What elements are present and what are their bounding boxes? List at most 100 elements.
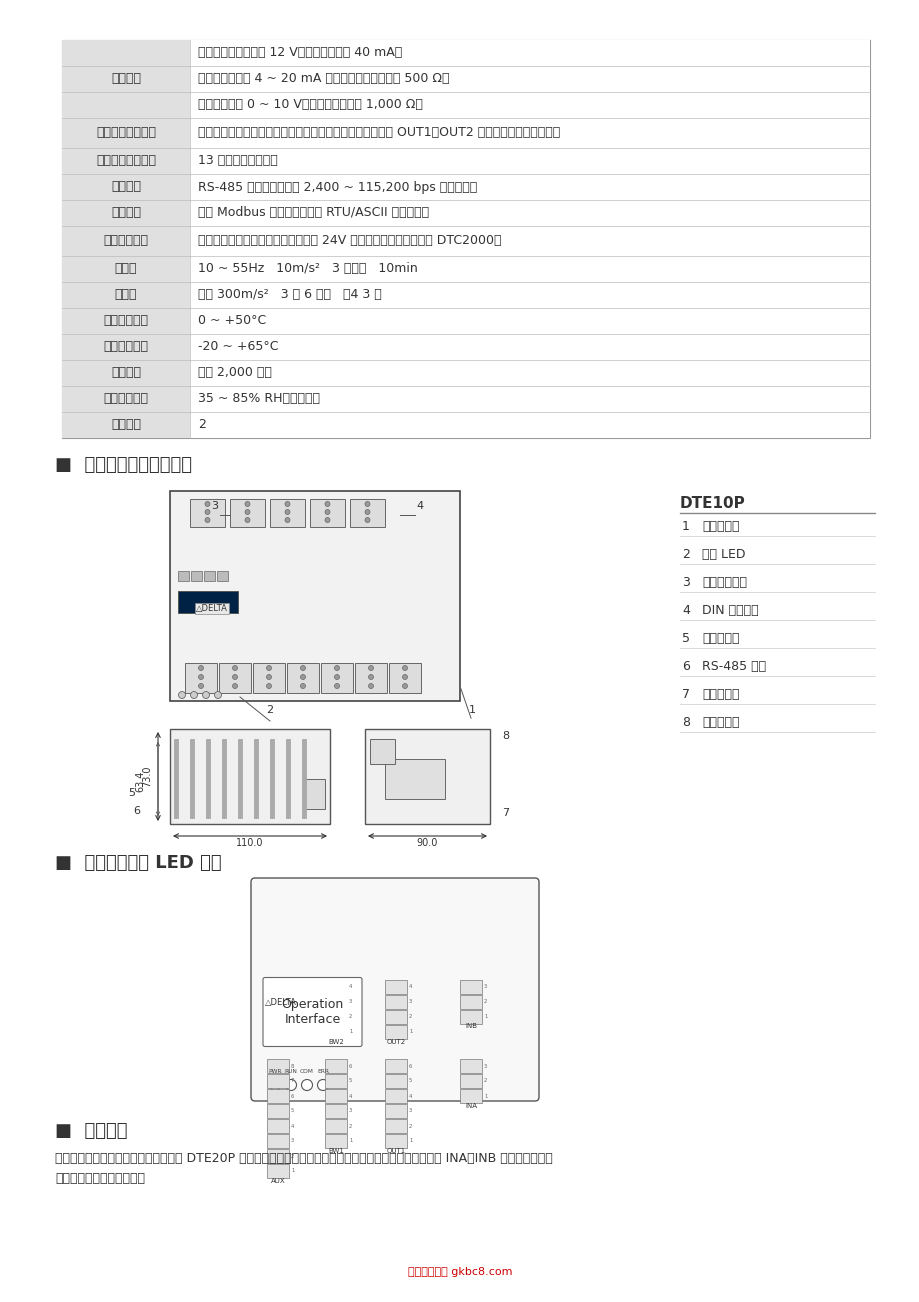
Bar xyxy=(230,499,265,527)
Text: （选购）: （选购） xyxy=(111,73,141,86)
Bar xyxy=(324,995,346,1009)
Bar xyxy=(267,1059,289,1073)
Circle shape xyxy=(369,684,373,689)
Text: 扩展连接功能: 扩展连接功能 xyxy=(103,234,148,247)
Bar xyxy=(267,1164,289,1178)
Bar xyxy=(324,979,346,993)
Bar xyxy=(384,1074,406,1088)
Bar xyxy=(190,118,869,148)
Text: 8: 8 xyxy=(681,716,689,729)
Text: 5: 5 xyxy=(681,631,689,644)
Circle shape xyxy=(369,674,373,680)
Text: 4: 4 xyxy=(348,1094,352,1099)
Text: 2: 2 xyxy=(198,418,206,431)
Bar xyxy=(62,227,190,256)
Text: 5: 5 xyxy=(409,1078,412,1083)
Bar xyxy=(190,411,869,437)
Bar xyxy=(369,740,394,764)
Text: 通讯功能: 通讯功能 xyxy=(111,181,141,194)
Circle shape xyxy=(214,691,221,698)
Text: 提供扩展连接端子，可经由端子传递 24V 电源及通讯信号至扩展机 DTC2000。: 提供扩展连接端子，可经由端子传递 24V 电源及通讯信号至扩展机 DTC2000… xyxy=(198,234,501,247)
Text: INB: INB xyxy=(464,1023,476,1030)
Text: 扩展固定件: 扩展固定件 xyxy=(701,687,739,700)
Bar xyxy=(324,1025,346,1039)
Text: 2: 2 xyxy=(409,1124,412,1129)
Circle shape xyxy=(301,1079,312,1091)
Circle shape xyxy=(267,665,271,671)
Circle shape xyxy=(317,1079,328,1091)
Circle shape xyxy=(205,517,210,522)
Circle shape xyxy=(301,674,305,680)
Bar xyxy=(384,1134,406,1148)
Bar xyxy=(190,256,869,283)
Bar xyxy=(384,1009,406,1023)
Text: 90.0: 90.0 xyxy=(416,838,437,848)
Bar xyxy=(177,591,238,613)
FancyBboxPatch shape xyxy=(251,878,539,1101)
Bar xyxy=(190,309,869,335)
Circle shape xyxy=(205,509,210,514)
Bar xyxy=(62,66,190,92)
Bar xyxy=(62,283,190,309)
Text: ERR: ERR xyxy=(317,1069,329,1074)
Text: 4: 4 xyxy=(681,604,689,617)
Text: 7: 7 xyxy=(681,687,689,700)
Text: 工控编程世界 gkbc8.com: 工控编程世界 gkbc8.com xyxy=(407,1267,512,1277)
Bar xyxy=(185,663,217,693)
Bar xyxy=(365,729,490,824)
Text: 警报功能（选购）: 警报功能（选购） xyxy=(96,155,156,168)
Text: △DELTA: △DELTA xyxy=(196,604,228,613)
Bar xyxy=(460,1088,482,1103)
FancyBboxPatch shape xyxy=(263,978,361,1047)
Text: 3: 3 xyxy=(290,1138,294,1143)
Bar xyxy=(324,1134,346,1148)
Bar xyxy=(267,1104,289,1118)
Text: DTE10P: DTE10P xyxy=(679,496,745,510)
Text: 6: 6 xyxy=(681,660,689,673)
Circle shape xyxy=(244,501,250,506)
Bar xyxy=(324,1104,346,1118)
Text: BW1: BW1 xyxy=(328,1148,344,1154)
Circle shape xyxy=(403,665,407,671)
Text: 状态 LED: 状态 LED xyxy=(701,548,744,561)
Text: 1: 1 xyxy=(348,1029,352,1034)
Bar xyxy=(324,1118,346,1133)
Text: 1: 1 xyxy=(290,1168,294,1173)
Text: 可选择控制输出、警报输出或比例输出（比例输出只适用于 OUT1、OUT2 为线性电压、电流输出）: 可选择控制输出、警报输出或比例输出（比例输出只适用于 OUT1、OUT2 为线性… xyxy=(198,126,560,139)
Text: 6: 6 xyxy=(348,1064,352,1069)
Text: 1: 1 xyxy=(483,1014,487,1019)
Bar xyxy=(324,1009,346,1023)
Bar xyxy=(62,118,190,148)
Circle shape xyxy=(244,517,250,522)
Text: 3: 3 xyxy=(409,999,412,1004)
Text: 110.0: 110.0 xyxy=(236,838,264,848)
Bar xyxy=(460,995,482,1009)
Circle shape xyxy=(335,665,339,671)
Bar xyxy=(355,663,387,693)
Text: 6: 6 xyxy=(409,1064,412,1069)
Bar xyxy=(384,1088,406,1103)
Bar xyxy=(460,1009,482,1023)
Bar xyxy=(287,663,319,693)
Text: ■  各插槽名称及 LED 灯号: ■ 各插槽名称及 LED 灯号 xyxy=(55,854,221,872)
Text: 1: 1 xyxy=(409,1029,412,1034)
Circle shape xyxy=(403,684,407,689)
Text: 模拟电压输出 0 ~ 10 V（负载阻抗需大于 1,000 Ω）: 模拟电压输出 0 ~ 10 V（负载阻抗需大于 1,000 Ω） xyxy=(198,99,423,112)
Circle shape xyxy=(285,501,289,506)
Bar xyxy=(190,66,869,92)
Text: 4: 4 xyxy=(409,1094,412,1099)
Text: 73.0: 73.0 xyxy=(142,766,152,788)
Bar xyxy=(190,385,869,411)
Circle shape xyxy=(199,665,203,671)
Text: OUT2: OUT2 xyxy=(386,1039,405,1044)
Bar xyxy=(170,491,460,700)
Bar xyxy=(204,572,215,581)
Circle shape xyxy=(285,1079,296,1091)
Text: OUT1: OUT1 xyxy=(386,1148,405,1154)
Circle shape xyxy=(244,509,250,514)
Text: 显示设定单元: 显示设定单元 xyxy=(701,575,746,589)
Bar xyxy=(389,663,421,693)
Bar xyxy=(190,174,869,201)
Text: 操作环境温度: 操作环境温度 xyxy=(103,315,148,328)
Text: 电流输出，直流 4 ~ 20 mA 输出（负载阻抗需小于 500 Ω）: 电流输出，直流 4 ~ 20 mA 输出（负载阻抗需小于 500 Ω） xyxy=(198,73,449,86)
